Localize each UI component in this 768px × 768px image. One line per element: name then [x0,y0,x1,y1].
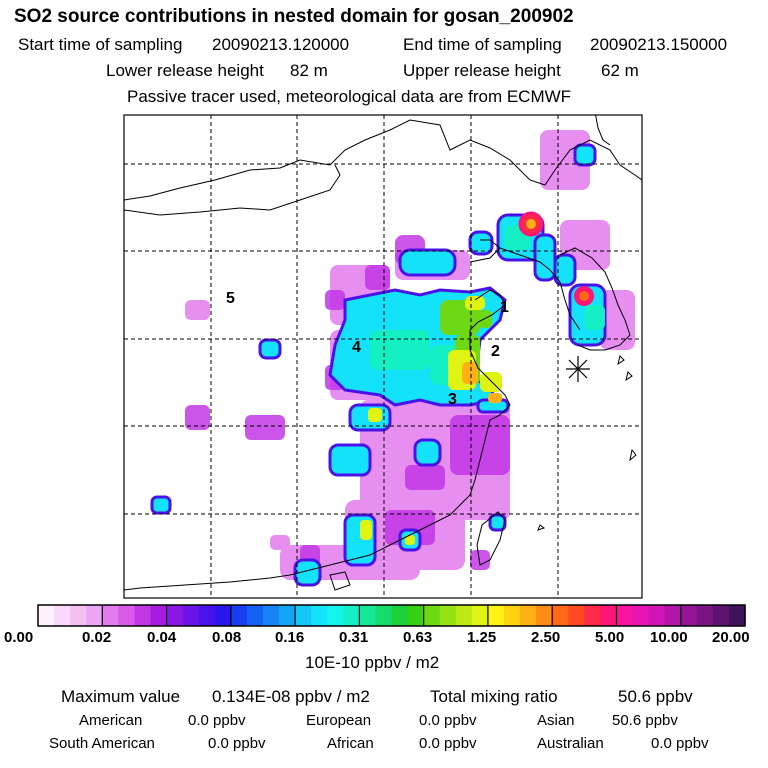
concentration-field [124,115,642,598]
colorbar-swatch [407,605,425,626]
colorbar-swatch [728,605,746,626]
colorbar-tick: 0.63 [403,629,433,646]
asian-value: 50.6 ppbv [612,712,678,729]
colorbar-swatch [54,605,71,626]
colorbar-swatch [520,605,537,626]
start-time-value: 20090213.120000 [212,35,350,54]
colorbar-tick: 0.08 [212,629,242,646]
colorbar-swatch [584,605,601,626]
lower-release-value: 82 m [290,61,328,80]
colorbar-swatch [182,605,200,626]
colorbar-swatch [359,605,377,626]
region-label-4: 4 [352,339,361,356]
australian-value: 0.0 ppbv [651,735,709,752]
colorbar-swatch [487,605,505,626]
end-time-label: End time of sampling [403,35,562,54]
colorbar-swatch [166,605,184,626]
colorbar-tick: 0.04 [147,629,177,646]
colorbar-swatch [262,605,280,626]
colorbar-swatch [712,605,730,626]
colorbar-dividers [101,605,682,626]
south-american-label: South American [49,735,155,752]
colorbar-swatch [471,605,489,626]
colorbar-swatch [327,605,344,626]
colorbar-swatch [150,605,168,626]
colorbar-swatch [102,605,119,626]
colorbar-swatch [38,605,55,626]
colorbar-swatch [230,605,248,626]
receptor-asterisk-icon [566,356,590,382]
colorbar-swatch [696,605,714,626]
colorbar-tick: 1.25 [467,629,497,646]
colorbar-swatch [311,605,328,626]
asian-label: Asian [537,712,575,729]
total-mixing-label: Total mixing ratio [430,687,558,706]
colorbar-swatch [423,605,441,626]
colorbar-frame [37,604,746,627]
model-note: Passive tracer used, meteorological data… [127,87,572,106]
map-frame [123,114,643,599]
colorbar-swatch [616,605,634,626]
south-american-value: 0.0 ppbv [208,735,266,752]
start-time-label: Start time of sampling [18,35,183,54]
colorbar-tick: 0.00 [4,629,34,646]
colorbar-swatch [648,605,666,626]
total-mixing-value: 50.6 ppbv [618,687,693,706]
colorbar-swatch [680,605,698,626]
colorbar-tick: 5.00 [595,629,625,646]
colorbar-tick: 0.02 [82,629,112,646]
region-label-5: 5 [226,290,235,307]
max-value-label: Maximum value [61,687,181,706]
colorbar-tick: 0.31 [339,629,369,646]
colorbar-swatch [455,605,473,626]
upper-release-value: 62 m [601,61,639,80]
colorbar-swatch [503,605,521,626]
colorbar-swatch [246,605,264,626]
colorbar-swatch [295,605,312,626]
colorbar-swatch [664,605,682,626]
colorbar-tick: 20.00 [712,629,750,646]
colorbar-swatch [600,605,618,626]
end-time-value: 20090213.150000 [590,35,728,54]
colorbar-swatch [118,605,136,626]
colorbar-swatch [343,605,360,626]
colorbar-swatch [632,605,650,626]
region-label-3: 3 [448,391,457,408]
colorbar-unit: 10E-10 ppbv / m2 [305,653,440,672]
colorbar-swatch [439,605,457,626]
region-label-2: 2 [491,343,500,360]
colorbar-swatch [134,605,152,626]
page-title: SO2 source contributions in nested domai… [14,6,574,27]
australian-label: Australian [537,735,604,752]
american-label: American [79,712,143,729]
african-label: African [327,735,374,752]
colorbar-swatch [198,605,216,626]
european-value: 0.0 ppbv [419,712,477,729]
colorbar [38,605,746,626]
american-value: 0.0 ppbv [188,712,246,729]
colorbar-swatch [375,605,393,626]
region-label-1: 1 [500,299,509,316]
colorbar-swatch [391,605,409,626]
max-value: 0.134E-08 ppbv / m2 [212,687,370,706]
lower-release-label: Lower release height [106,61,264,80]
colorbar-swatch [214,605,232,626]
colorbar-tick: 10.00 [650,629,688,646]
colorbar-swatch [552,605,569,626]
colorbar-swatch [86,605,103,626]
african-value: 0.0 ppbv [419,735,477,752]
colorbar-tick: 2.50 [531,629,561,646]
colorbar-tick: 0.16 [275,629,305,646]
colorbar-swatch [279,605,296,626]
european-label: European [306,712,372,729]
upper-release-label: Upper release height [403,61,561,80]
colorbar-swatch [568,605,585,626]
colorbar-swatch [536,605,553,626]
colorbar-swatch [70,605,87,626]
